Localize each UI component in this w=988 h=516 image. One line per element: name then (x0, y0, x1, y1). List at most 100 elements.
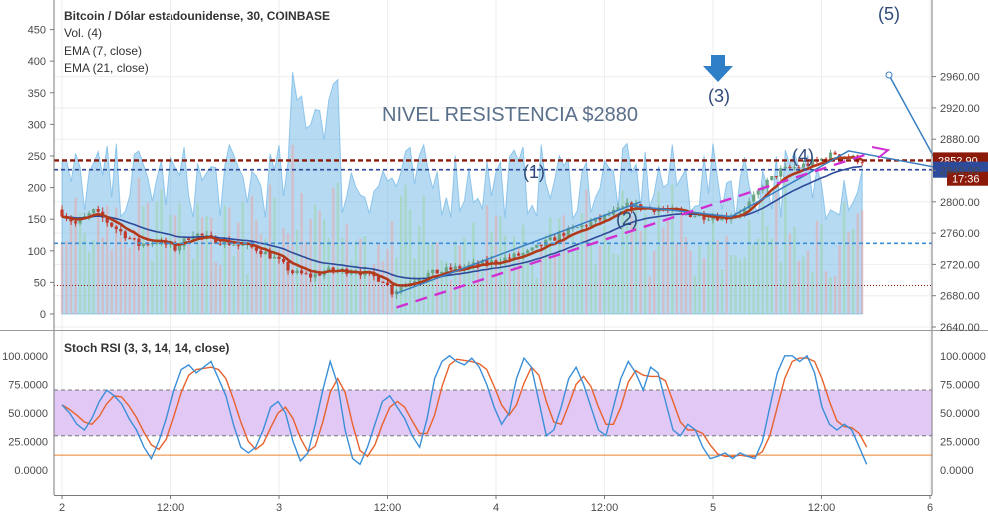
volume-bar (368, 272, 371, 314)
volume-bar (196, 203, 199, 314)
candle-body (535, 244, 539, 248)
candle-body (833, 152, 837, 155)
stoch-tick-right: 100.0000 (940, 351, 986, 363)
volume-bar (594, 264, 597, 314)
stoch-band (54, 390, 932, 436)
volume-bar (580, 213, 584, 314)
candle-body (702, 214, 706, 220)
candle-body (810, 159, 815, 166)
candle-body (444, 267, 448, 272)
candle-body (69, 218, 73, 222)
legend-ema7[interactable]: EMA (7, close) (64, 44, 143, 58)
candle-body (272, 256, 277, 259)
volume-bar (725, 235, 728, 314)
candle-body (304, 273, 308, 275)
volume-bar (589, 243, 593, 314)
candle-body (309, 273, 313, 278)
candle-body (200, 233, 204, 236)
candle-body (291, 270, 295, 273)
candle-body (602, 214, 607, 220)
stoch-rsi-title: Stoch RSI (3, 3, 14, 14, close) (64, 341, 230, 355)
volume-bar (702, 258, 706, 314)
volume-bar (246, 274, 249, 314)
candle-body (440, 271, 444, 274)
candle-body (277, 256, 281, 259)
candle-body (566, 228, 570, 236)
volume-tick-label: 300 (28, 119, 46, 131)
candle-body (706, 219, 711, 221)
candle-body (60, 209, 64, 217)
volume-bar (255, 219, 258, 314)
candle-body (797, 167, 801, 169)
candle-body (96, 209, 100, 212)
candle-body (715, 217, 720, 221)
candle-body (743, 208, 747, 214)
volume-bar (291, 144, 294, 314)
volume-bar (490, 232, 493, 314)
candle-body (801, 163, 805, 168)
volume-bar (74, 197, 77, 314)
volume-tick-label: 250 (28, 151, 46, 163)
candle-body (575, 227, 579, 229)
volume-bar (237, 222, 240, 314)
volume-bar (191, 258, 195, 314)
volume-bar (607, 242, 611, 314)
time-tick-label: 12:00 (374, 502, 402, 514)
volume-bar (775, 192, 778, 314)
candle-body (580, 225, 584, 228)
stoch-k-line (61, 354, 868, 466)
candle-body (783, 166, 787, 169)
volume-bar (97, 212, 100, 314)
candle-body (530, 247, 534, 251)
candle-body (300, 270, 304, 274)
candle-body (548, 237, 552, 241)
legend-volume[interactable]: Vol. (4) (64, 26, 103, 40)
volume-bar (282, 228, 285, 314)
volume-bar (625, 199, 629, 314)
volume-bar (820, 224, 823, 314)
volume-bar (404, 184, 407, 314)
time-tick-label: 12:00 (157, 502, 185, 514)
candle-body (137, 238, 141, 246)
wave-label: (2) (616, 209, 638, 229)
candle-body (241, 244, 245, 246)
volume-bar (842, 202, 846, 314)
candle-body (747, 201, 751, 209)
volume-bar (684, 237, 688, 314)
magenta-trendline (396, 152, 871, 309)
volume-bar (770, 238, 773, 314)
volume-bar (535, 278, 538, 314)
magenta-arrowhead (871, 146, 891, 159)
candle-body (78, 218, 82, 224)
volume-bar (811, 271, 814, 314)
stoch-tick-right: 25.0000 (940, 436, 980, 448)
candle-body (494, 260, 498, 263)
volume-bar (851, 229, 855, 314)
volume-bar (481, 271, 484, 314)
candle-body (779, 168, 783, 177)
wave-label: (1) (523, 162, 545, 182)
volume-bar (259, 234, 263, 314)
stoch-tick-right: 75.0000 (940, 379, 980, 391)
stoch-rsi-pane: 0.0000 0.0000 25.0000 25.0000 50.0000 50.0000… (2, 351, 986, 477)
volume-bar (720, 269, 724, 314)
volume-bar (241, 201, 244, 314)
volume-bar (630, 216, 633, 314)
candle-body (828, 152, 833, 160)
candle-body (860, 162, 864, 164)
volume-bar (178, 203, 181, 314)
candle-body (752, 194, 756, 202)
candle-body (105, 217, 109, 223)
candle-body (806, 163, 810, 166)
volume-bar (417, 225, 421, 314)
candle-body (191, 236, 195, 240)
candle-body (756, 190, 760, 195)
candle-body (376, 276, 381, 282)
volume-bar (675, 243, 678, 314)
legend-ema21[interactable]: EMA (21, close) (64, 61, 149, 75)
candle-body (693, 216, 697, 218)
candle-body (381, 281, 385, 283)
volume-bar (182, 240, 186, 314)
stoch-tick-left: 25.0000 (8, 436, 48, 448)
